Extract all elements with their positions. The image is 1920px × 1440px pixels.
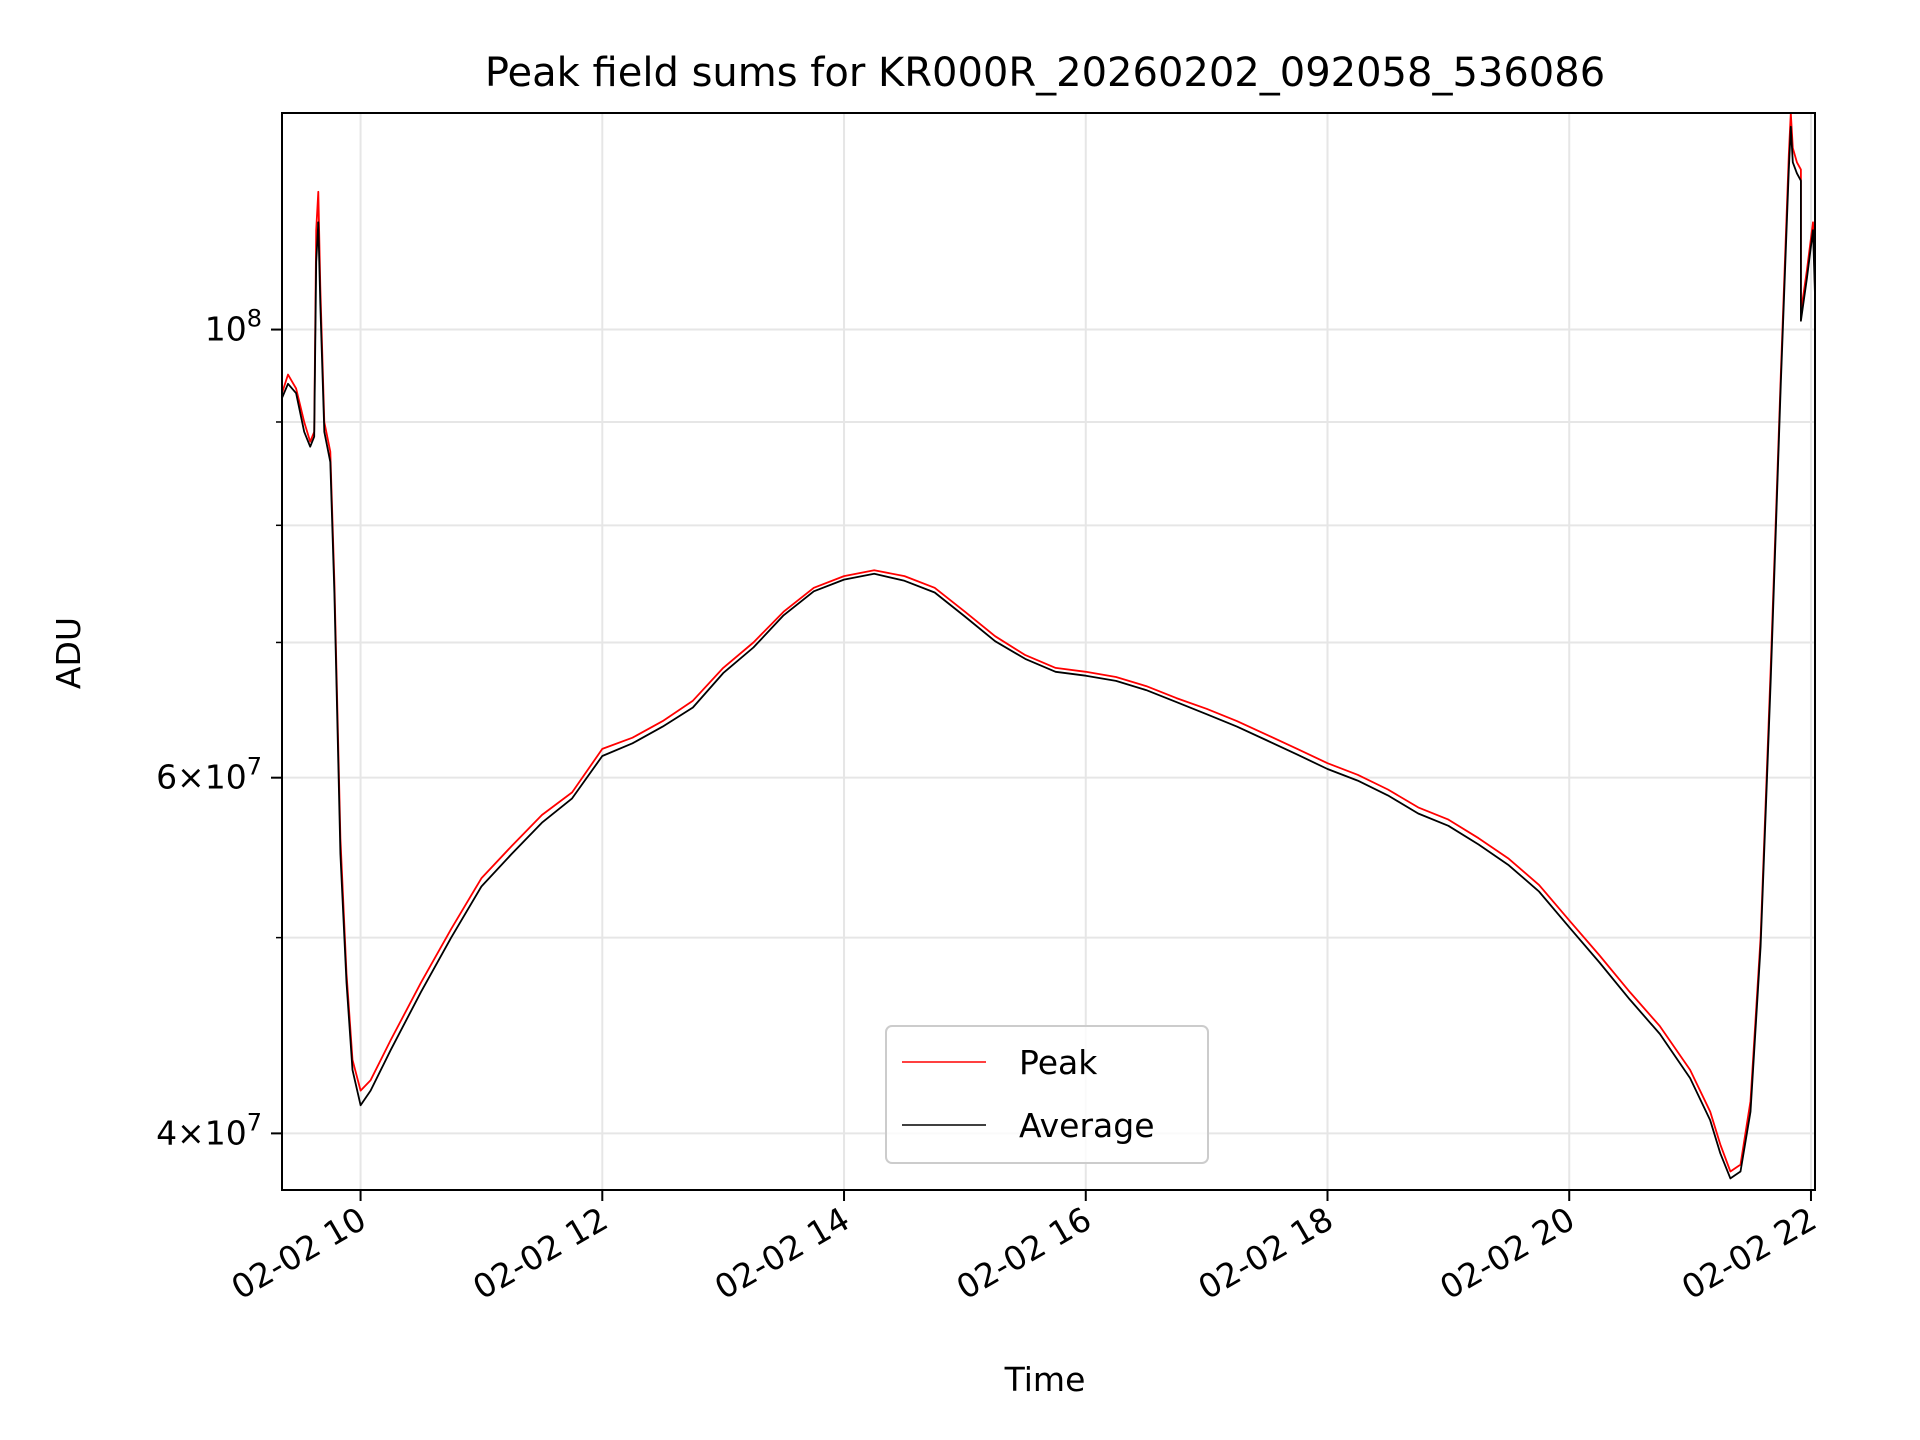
plot-frame	[281, 112, 1816, 1191]
x-axis-title: Time	[1004, 1360, 1086, 1399]
y-tick-label: 108	[205, 305, 262, 349]
legend-box	[885, 1025, 1209, 1164]
legend: Peak Average	[885, 1025, 1209, 1164]
y-axis-title: ADU	[49, 617, 88, 689]
y-tick-label: 4×107	[156, 1108, 262, 1152]
legend-peak-label: Peak	[1019, 1043, 1098, 1082]
grid	[282, 113, 1815, 1190]
plot-lines	[281, 112, 1816, 1180]
chart-title: Peak field sums for KR000R_20260202_0920…	[485, 50, 1605, 96]
y-tick-label: 6×107	[156, 753, 262, 797]
series-line-average	[281, 125, 1816, 1180]
legend-average-label: Average	[1019, 1106, 1155, 1145]
